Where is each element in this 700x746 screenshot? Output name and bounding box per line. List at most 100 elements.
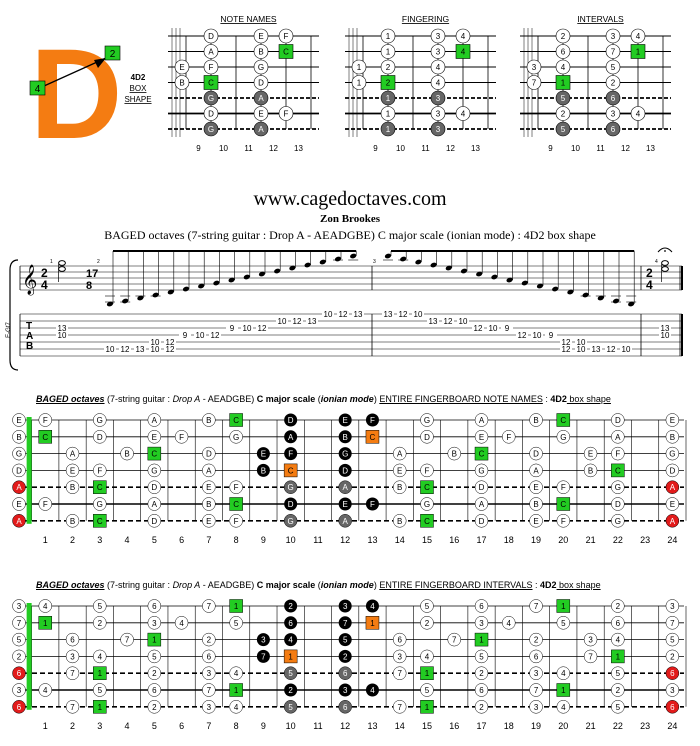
note-marker (611, 497, 625, 511)
note-marker (665, 463, 680, 478)
note-marker (65, 649, 80, 664)
note-marker (65, 480, 80, 494)
note-marker (93, 683, 107, 697)
note-label: E (206, 517, 211, 526)
note-marker (420, 616, 434, 630)
note-label: B (588, 466, 593, 475)
note-marker (147, 480, 162, 494)
note-marker (351, 75, 367, 90)
note-label: 6 (207, 652, 212, 661)
note-marker-gray (338, 666, 352, 680)
note-label: 1 (386, 94, 391, 103)
note-label: 6 (479, 602, 484, 611)
note-marker (529, 480, 543, 494)
note-marker (174, 59, 190, 75)
fret-number: 22 (613, 535, 623, 545)
note-label: 4 (561, 703, 566, 712)
note-marker (351, 59, 367, 75)
note-label: 7 (125, 636, 130, 645)
tab-number-bg (256, 324, 268, 332)
note-marker-black (338, 497, 352, 511)
half-note (661, 260, 669, 266)
note-label: D (342, 466, 348, 475)
note-label: 1 (370, 619, 375, 628)
tab-number-bg (442, 317, 454, 325)
note-label: 5 (561, 125, 566, 134)
note-label: F (234, 517, 239, 526)
tab-number-bg (179, 331, 191, 339)
staff-label: E-Gt7 (6, 322, 12, 338)
fret-number: 11 (313, 721, 322, 731)
note-marker (474, 683, 489, 697)
note-marker-root-box (283, 463, 298, 478)
note-label: 3 (436, 32, 441, 41)
shape-code: 4D2 (131, 73, 146, 82)
note-marker-red (665, 666, 680, 680)
note-label: A (397, 450, 403, 459)
fret-number: 20 (558, 721, 568, 731)
fret-number: 19 (531, 721, 541, 731)
note-marker-black (284, 413, 298, 427)
note-label: 1 (561, 79, 566, 88)
fret-number: 11 (421, 144, 430, 153)
note-marker (392, 700, 407, 714)
note-label: F (561, 483, 566, 492)
note-marker (147, 649, 162, 664)
note-label: C (560, 500, 566, 509)
note-head (567, 289, 574, 295)
note-label: 3 (17, 602, 22, 611)
tab-number: 13 (429, 317, 438, 326)
note-marker (253, 44, 269, 59)
note-label: A (208, 48, 214, 57)
note-marker-root-box (365, 616, 380, 630)
note-label: 3 (534, 703, 539, 712)
note-marker (147, 463, 162, 478)
note-marker (38, 599, 53, 613)
note-label: C (370, 433, 376, 442)
fretboard1-title: BAGED octaves (7-string guitar : Drop A … (36, 394, 611, 404)
note-marker (202, 632, 216, 647)
fret-number: 24 (667, 721, 677, 731)
note-label: 4 (43, 686, 48, 695)
note-marker (229, 514, 243, 528)
note-marker-root-box (283, 649, 298, 664)
note-label: E (258, 110, 263, 119)
note-marker (529, 446, 543, 461)
note-label: D (669, 466, 675, 475)
fret-number: 21 (586, 721, 596, 731)
note-label: B (70, 483, 75, 492)
note-label: 2 (425, 619, 430, 628)
note-label: F (425, 466, 430, 475)
note-label: A (343, 517, 349, 526)
note-marker (380, 106, 396, 121)
note-marker (611, 683, 625, 697)
tab-number: 13 (354, 310, 363, 319)
note-marker-black (338, 683, 352, 697)
note-marker (229, 480, 243, 494)
note-label: F (43, 500, 48, 509)
note-marker-dark (253, 90, 269, 106)
note-marker-black (256, 633, 270, 647)
note-label: A (670, 483, 676, 492)
tab-number: 13 (592, 345, 601, 354)
note-label: G (424, 416, 430, 425)
fret-number: 7 (206, 535, 211, 545)
note-marker (392, 666, 407, 680)
note-label: 6 (397, 636, 402, 645)
note-marker (529, 649, 543, 664)
tab-number: 12 (211, 331, 220, 340)
note-marker-root (556, 599, 571, 613)
note-marker (605, 44, 621, 59)
tab-number-bg (134, 345, 146, 353)
note-label: 5 (425, 686, 430, 695)
note-label: 2 (343, 652, 348, 661)
note-marker-black (338, 463, 352, 477)
note-label: A (152, 500, 158, 509)
note-label: 4 (43, 602, 48, 611)
note-label: F (97, 466, 102, 475)
note-marker (556, 430, 571, 444)
note-label: 5 (611, 63, 616, 72)
note-label: 4 (636, 32, 641, 41)
fret-number: 23 (640, 535, 650, 545)
